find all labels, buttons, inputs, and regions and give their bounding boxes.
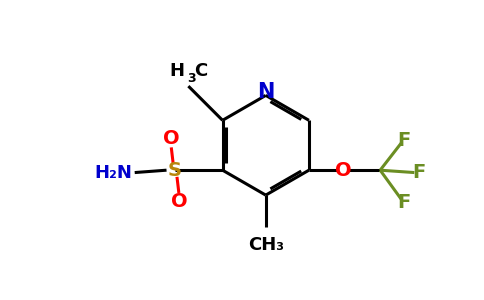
Text: S: S bbox=[168, 161, 182, 180]
Text: 3: 3 bbox=[187, 72, 196, 85]
Text: O: O bbox=[335, 161, 351, 180]
Text: O: O bbox=[163, 129, 180, 148]
Text: CH₃: CH₃ bbox=[248, 236, 284, 254]
Text: F: F bbox=[397, 131, 410, 150]
Text: N: N bbox=[257, 82, 274, 102]
Text: C: C bbox=[194, 62, 207, 80]
Text: F: F bbox=[397, 193, 410, 211]
Text: H: H bbox=[169, 62, 184, 80]
Text: H₂N: H₂N bbox=[94, 164, 132, 181]
Text: O: O bbox=[170, 192, 187, 211]
Text: F: F bbox=[412, 163, 426, 182]
